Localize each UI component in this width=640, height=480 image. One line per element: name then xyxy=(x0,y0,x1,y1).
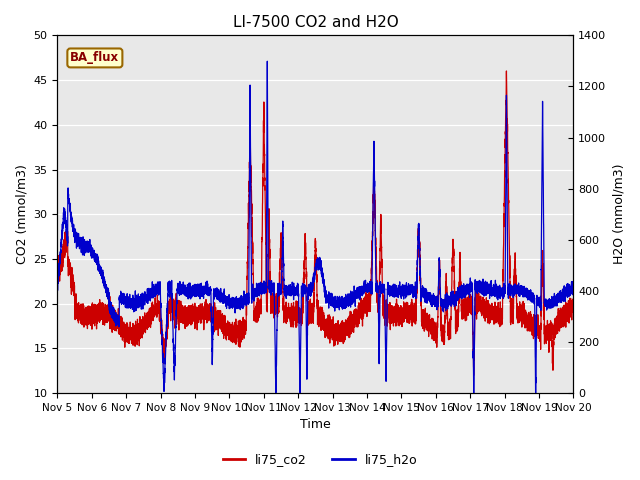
X-axis label: Time: Time xyxy=(300,419,331,432)
li75_co2 xyxy=(470,372,477,378)
li75_h2o xyxy=(298,288,306,293)
li75_co2 xyxy=(502,68,510,74)
li75_h2o xyxy=(541,299,549,304)
Y-axis label: CO2 (mmol/m3): CO2 (mmol/m3) xyxy=(15,164,28,264)
li75_h2o xyxy=(570,288,577,294)
Y-axis label: H2O (mmol/m3): H2O (mmol/m3) xyxy=(612,164,625,264)
Legend: li75_co2, li75_h2o: li75_co2, li75_h2o xyxy=(218,448,422,471)
li75_h2o xyxy=(431,298,438,304)
li75_co2 xyxy=(431,323,438,328)
Text: BA_flux: BA_flux xyxy=(70,51,120,64)
li75_co2 xyxy=(541,328,549,334)
li75_h2o xyxy=(229,299,237,304)
li75_h2o xyxy=(272,390,280,396)
Line: li75_co2: li75_co2 xyxy=(58,71,573,375)
li75_h2o xyxy=(54,288,61,293)
li75_h2o xyxy=(445,301,453,307)
li75_h2o xyxy=(548,294,556,300)
Title: LI-7500 CO2 and H2O: LI-7500 CO2 and H2O xyxy=(232,15,398,30)
li75_co2 xyxy=(548,327,556,333)
li75_co2 xyxy=(54,272,61,278)
Line: li75_h2o: li75_h2o xyxy=(58,61,573,393)
li75_co2 xyxy=(298,318,305,324)
li75_h2o xyxy=(264,59,271,64)
li75_co2 xyxy=(229,324,237,330)
li75_co2 xyxy=(445,331,453,336)
li75_co2 xyxy=(570,303,577,309)
